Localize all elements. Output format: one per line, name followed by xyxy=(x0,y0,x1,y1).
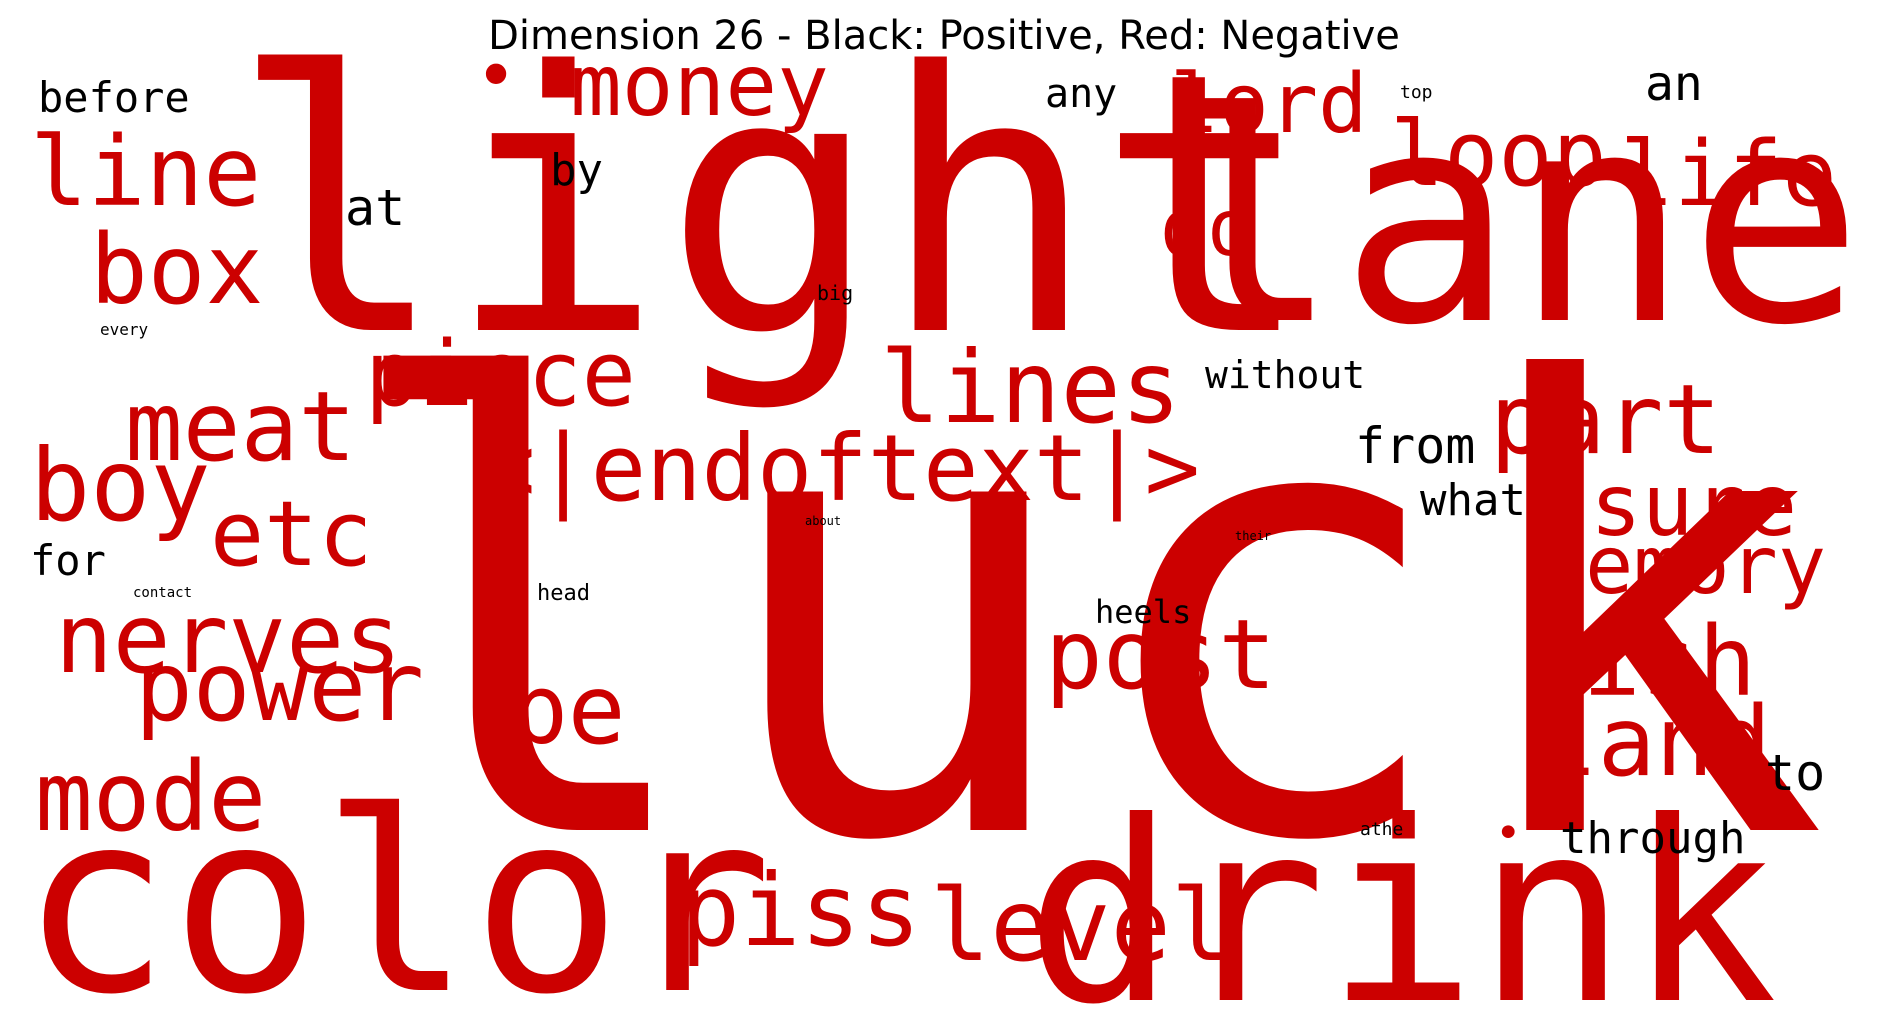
word-drink: drink xyxy=(1025,768,1778,1010)
word-life: life xyxy=(1620,122,1837,227)
word-mode: mode xyxy=(35,741,266,853)
word-light: light xyxy=(230,0,1314,415)
word-before: before xyxy=(38,73,190,122)
word-athe: athe xyxy=(1360,819,1403,840)
word-lane: lane xyxy=(1165,52,1863,389)
word-be: be xyxy=(510,654,626,766)
word-piss: piss xyxy=(680,852,921,969)
word-by: by xyxy=(550,145,603,196)
word-for: for xyxy=(30,536,106,585)
word-top: top xyxy=(1400,82,1433,103)
word-every: every xyxy=(100,320,149,339)
word-from: from xyxy=(1355,417,1475,475)
word-box: box xyxy=(90,214,263,326)
word-to: to xyxy=(1765,744,1825,802)
word-memory: memory xyxy=(1537,519,1826,612)
word-head: head xyxy=(537,581,590,606)
word-land: land xyxy=(1540,686,1771,798)
word-loop: loop xyxy=(1390,102,1607,207)
word-fish: fish xyxy=(1525,606,1756,718)
word-big: big xyxy=(817,281,853,305)
word-lord: lord xyxy=(1170,57,1367,152)
word-nerves: nerves xyxy=(55,583,402,695)
word-luck: luck xyxy=(335,256,1828,977)
word-endoftext: <|endoftext|> xyxy=(480,415,1200,522)
word-color: color xyxy=(20,758,773,1010)
word-etc: etc xyxy=(210,482,373,587)
word-line: line xyxy=(30,116,261,228)
word-boy: boy xyxy=(30,427,211,544)
word-heels: heels xyxy=(1095,593,1191,631)
word-at: at xyxy=(345,179,405,237)
word-without: without xyxy=(1205,353,1365,397)
word-their: their xyxy=(1235,529,1271,543)
word-through: through xyxy=(1560,813,1745,864)
chart-title: Dimension 26 - Black: Positive, Red: Neg… xyxy=(488,13,1400,59)
word-what: what xyxy=(1420,475,1526,526)
word-about: about xyxy=(805,514,841,528)
word-level: level xyxy=(930,867,1231,984)
word-meat: meat xyxy=(125,371,356,483)
word-money: money xyxy=(570,36,829,136)
word-dot: • xyxy=(1495,808,1522,859)
word-sure: sure xyxy=(1590,456,1797,556)
word-do: do xyxy=(1160,184,1254,274)
word-power: power xyxy=(135,631,424,743)
word-any: any xyxy=(1045,71,1117,117)
word-piece: piece xyxy=(365,322,636,427)
word-contact: contact xyxy=(133,585,192,601)
word-lines: lines xyxy=(880,329,1181,446)
word-part: part xyxy=(1490,364,1721,476)
word-dot: • xyxy=(475,35,517,117)
word-post: post xyxy=(1045,599,1276,711)
word-an: an xyxy=(1645,56,1703,112)
